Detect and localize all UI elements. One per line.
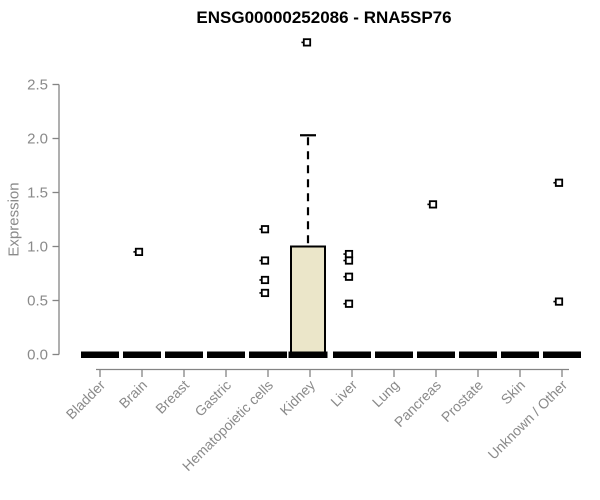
- outlier-point: [260, 275, 270, 285]
- outlier-point: [302, 38, 312, 47]
- outlier-point: [344, 272, 354, 281]
- zero-expression-box: [165, 351, 203, 358]
- outlier-point: [428, 200, 438, 209]
- y-tick-label: 2.0: [27, 131, 48, 148]
- x-category-label: Liver: [327, 377, 360, 410]
- x-category-label: Kidney: [277, 377, 319, 419]
- y-tick-label: 1.0: [27, 239, 48, 256]
- outlier-point: [260, 256, 270, 265]
- y-tick-label: 2.5: [27, 77, 48, 94]
- median-line: [288, 351, 328, 358]
- zero-expression-box: [543, 351, 581, 358]
- y-tick-label: 0.5: [27, 293, 48, 310]
- outlier-point: [260, 225, 270, 234]
- zero-expression-box: [501, 351, 539, 358]
- zero-expression-box: [81, 351, 119, 358]
- zero-expression-box: [417, 351, 455, 358]
- zero-expression-box: [333, 351, 371, 358]
- zero-expression-box: [207, 351, 245, 358]
- x-category-label: Breast: [152, 377, 192, 417]
- outlier-point: [344, 256, 354, 265]
- zero-expression-box: [375, 351, 413, 358]
- x-category-label: Bladder: [63, 377, 109, 423]
- box: [290, 245, 326, 356]
- zero-expression-box: [249, 351, 287, 358]
- x-category-label: Pancreas: [391, 377, 444, 430]
- outlier-point: [344, 249, 354, 259]
- chart-title: ENSG00000252086 - RNA5SP76: [196, 8, 452, 27]
- outlier-point: [554, 178, 564, 187]
- outlier-point: [134, 247, 144, 256]
- outlier-point: [260, 288, 270, 298]
- x-category-label: Brain: [116, 377, 150, 411]
- x-category-label: Skin: [498, 377, 529, 408]
- x-category-label: Lung: [369, 377, 402, 410]
- y-tick-label: 1.5: [27, 185, 48, 202]
- y-tick-label: 0.0: [27, 347, 48, 364]
- zero-expression-box: [459, 351, 497, 358]
- outlier-point: [554, 297, 564, 306]
- outlier-point: [344, 299, 354, 308]
- zero-expression-box: [123, 351, 161, 358]
- x-category-label: Prostate: [438, 377, 486, 425]
- x-category-label: Unknown / Other: [485, 377, 571, 463]
